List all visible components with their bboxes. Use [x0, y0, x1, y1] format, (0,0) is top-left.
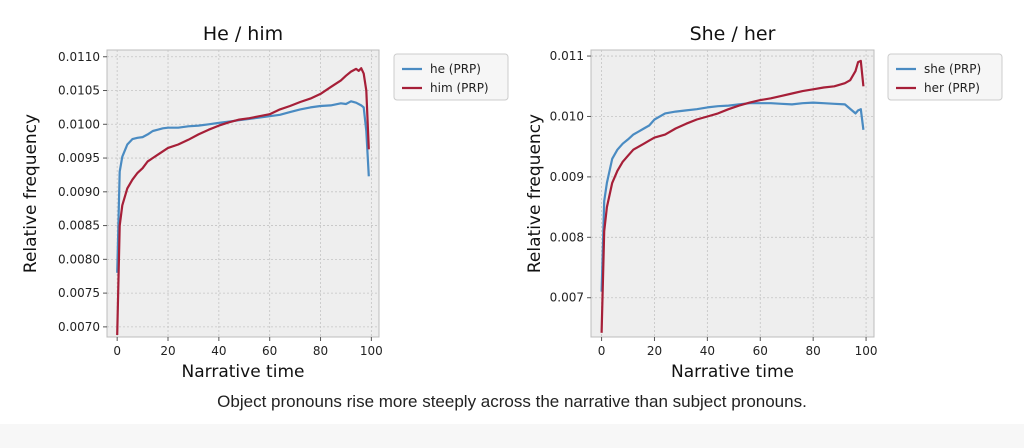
- y-tick-label: 0.0105: [58, 84, 100, 98]
- figure-caption: Object pronouns rise more steeply across…: [217, 392, 807, 411]
- legend: he (PRP) him (PRP): [393, 53, 509, 101]
- bottom-band: [0, 424, 1024, 448]
- x-tick-label: 100: [855, 344, 878, 358]
- legend: she (PRP) her (PRP): [887, 53, 1003, 101]
- plot-area: [590, 49, 875, 338]
- y-tick-label: 0.008: [550, 230, 584, 244]
- y-tick-label: 0.009: [550, 170, 584, 184]
- x-tick-label: 0: [598, 344, 606, 358]
- x-tick-label: 20: [160, 344, 175, 358]
- x-axis-label: Narrative time: [671, 362, 794, 382]
- y-tick-label: 0.0085: [58, 219, 100, 233]
- legend-label: him (PRP): [430, 81, 489, 95]
- x-tick-label: 60: [753, 344, 768, 358]
- x-tick-label: 80: [806, 344, 821, 358]
- legend-box: [393, 53, 509, 101]
- x-tick-label: 0: [113, 344, 121, 358]
- x-tick-label: 60: [262, 344, 277, 358]
- chart-he-him: 0.0070 0.0075 0.0080 0.0085 0.0090 0.0095 0.01…: [21, 23, 509, 382]
- y-axis-label: Relative frequency: [21, 114, 41, 273]
- series-line-1: [116, 67, 370, 336]
- legend-box: [887, 53, 1003, 101]
- x-tick-label: 40: [211, 344, 226, 358]
- chart-she-her: 0.007 0.008 0.009 0.010 0.011 0 20 40 60 80 100 She…: [525, 23, 1003, 382]
- y-axis-label: Relative frequency: [525, 114, 545, 273]
- y-tick-label: 0.0095: [58, 151, 100, 165]
- y-tick-label: 0.0110: [58, 50, 100, 64]
- y-tick-label: 0.0080: [58, 252, 100, 266]
- y-tick-label: 0.0090: [58, 185, 100, 199]
- y-tick-label: 0.007: [550, 291, 584, 305]
- series-line-0: [600, 101, 865, 292]
- x-tick-label: 40: [700, 344, 715, 358]
- x-tick-label: 80: [313, 344, 328, 358]
- y-tick-label: 0.0070: [58, 320, 100, 334]
- x-axis-label: Narrative time: [182, 362, 305, 382]
- y-tick-label: 0.0075: [58, 286, 100, 300]
- chart-title: He / him: [203, 23, 283, 45]
- y-tick-label: 0.0100: [58, 117, 100, 131]
- x-tick-label: 20: [647, 344, 662, 358]
- legend-label: she (PRP): [924, 62, 981, 76]
- chart-title: She / her: [690, 23, 776, 45]
- y-tick-label: 0.011: [550, 49, 584, 63]
- legend-label: her (PRP): [924, 81, 980, 95]
- legend-label: he (PRP): [430, 62, 481, 76]
- x-tick-label: 100: [360, 344, 383, 358]
- series-line-1: [600, 59, 865, 333]
- plot-area: [106, 49, 380, 338]
- y-tick-label: 0.010: [550, 109, 584, 123]
